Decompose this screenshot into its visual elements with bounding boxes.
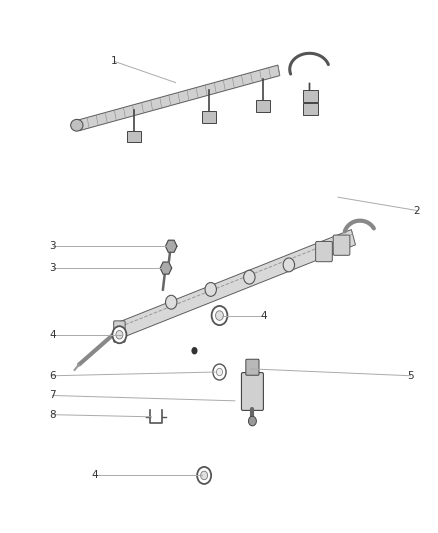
FancyBboxPatch shape xyxy=(241,373,263,410)
Circle shape xyxy=(212,364,226,380)
Circle shape xyxy=(215,311,223,320)
Circle shape xyxy=(200,471,207,480)
Polygon shape xyxy=(78,65,279,131)
FancyBboxPatch shape xyxy=(201,111,215,123)
Circle shape xyxy=(248,416,256,426)
Circle shape xyxy=(283,258,294,272)
FancyBboxPatch shape xyxy=(256,100,270,112)
Polygon shape xyxy=(165,240,177,252)
Text: 3: 3 xyxy=(49,241,56,251)
Text: 7: 7 xyxy=(49,391,56,400)
Text: 8: 8 xyxy=(49,410,56,419)
FancyBboxPatch shape xyxy=(113,321,125,342)
Circle shape xyxy=(112,326,126,343)
Text: 4: 4 xyxy=(49,330,56,340)
Polygon shape xyxy=(114,230,355,339)
Polygon shape xyxy=(160,262,171,274)
Text: 1: 1 xyxy=(110,56,117,66)
FancyBboxPatch shape xyxy=(332,235,349,255)
Circle shape xyxy=(205,282,216,296)
Circle shape xyxy=(211,306,227,325)
Circle shape xyxy=(197,467,211,484)
Circle shape xyxy=(243,270,254,284)
Circle shape xyxy=(216,368,222,376)
Text: 5: 5 xyxy=(406,371,413,381)
FancyBboxPatch shape xyxy=(302,103,317,115)
Text: 3: 3 xyxy=(49,263,56,273)
FancyBboxPatch shape xyxy=(245,359,258,375)
FancyBboxPatch shape xyxy=(127,131,141,142)
FancyBboxPatch shape xyxy=(315,241,332,262)
Text: 4: 4 xyxy=(259,311,266,320)
Circle shape xyxy=(165,295,177,309)
Ellipse shape xyxy=(71,119,83,131)
Text: 2: 2 xyxy=(413,206,420,215)
Circle shape xyxy=(191,347,197,354)
FancyBboxPatch shape xyxy=(302,90,317,102)
Circle shape xyxy=(116,330,123,339)
Text: 6: 6 xyxy=(49,371,56,381)
Text: 4: 4 xyxy=(91,471,98,480)
